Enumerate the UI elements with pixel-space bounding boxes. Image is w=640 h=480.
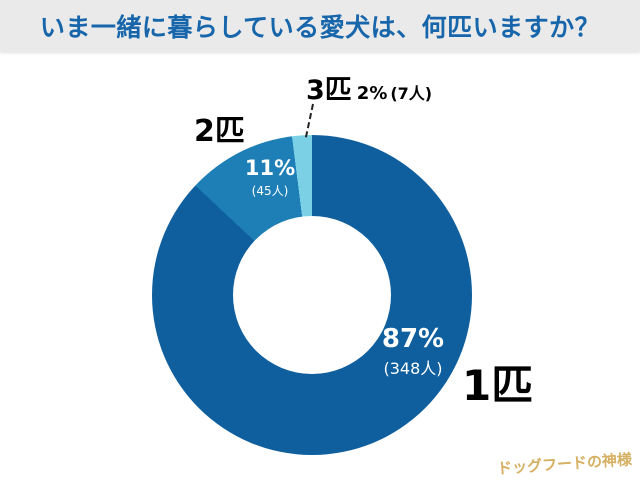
slice-3-category: 3匹 bbox=[306, 75, 352, 106]
donut-hole bbox=[233, 216, 391, 374]
slice-1-count: (348人) bbox=[383, 359, 443, 378]
slice-2-category: 2匹 bbox=[194, 114, 245, 149]
slice-3-count: (7人) bbox=[390, 84, 433, 103]
leader-line bbox=[304, 103, 314, 138]
watermark-logo: ドッグフードの神様 bbox=[496, 450, 633, 478]
slice-1-category: 1匹 bbox=[462, 361, 534, 410]
slice-2-percent: 11% bbox=[244, 156, 296, 180]
slice-3-percent: 2% bbox=[356, 83, 388, 104]
label-slice-2hiki: 11% (45人) bbox=[228, 156, 312, 199]
slice-1-percent: 87% bbox=[381, 324, 445, 354]
label-slice-1hiki: 87% (348人) bbox=[360, 324, 466, 379]
donut-chart bbox=[152, 135, 472, 455]
label-slice-3hiki: 3匹 2% (7人) bbox=[306, 68, 432, 107]
title-bar: いま一緒に暮らしている愛犬は、何匹いますか？ bbox=[0, 0, 640, 52]
slice-2-count: (45人) bbox=[251, 184, 289, 198]
chart-title: いま一緒に暮らしている愛犬は、何匹いますか？ bbox=[39, 13, 601, 42]
